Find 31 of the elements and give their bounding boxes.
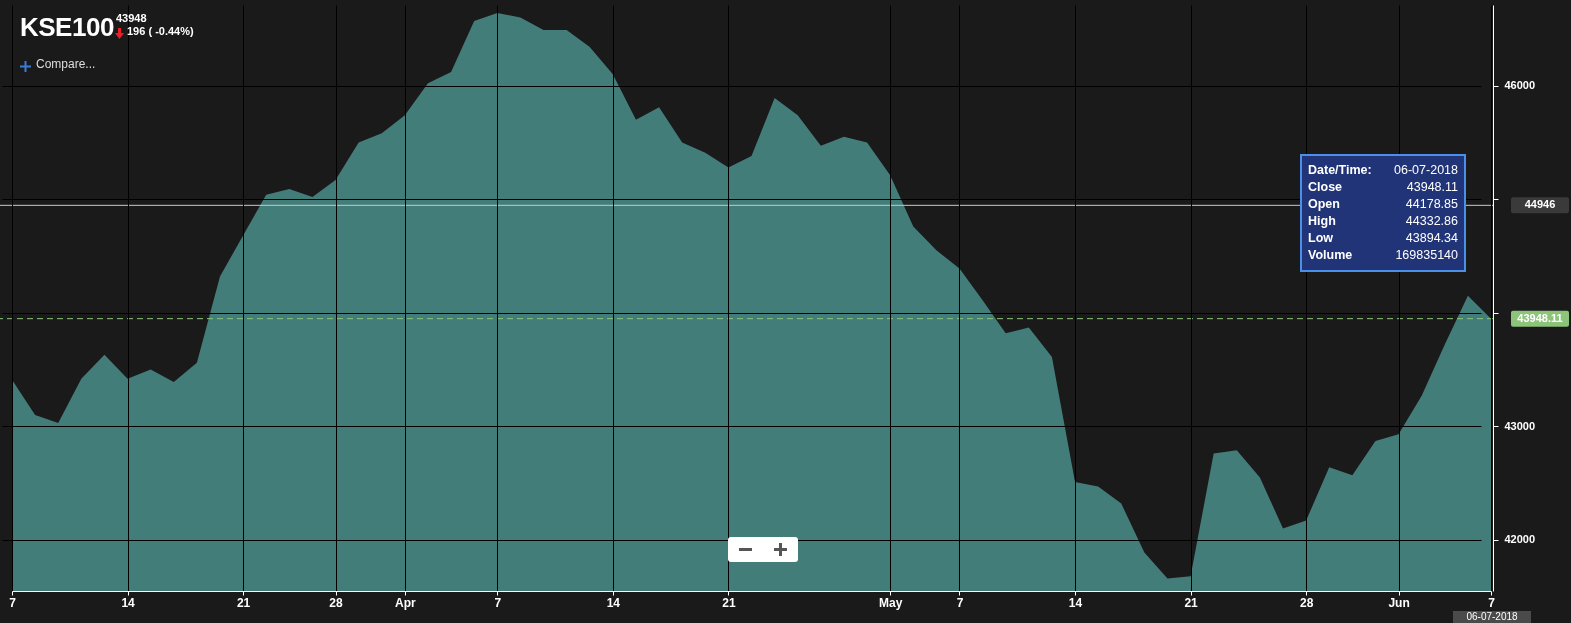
text: Volume 169835140 [1308, 248, 1458, 262]
y-tick-label: 43000 [1504, 419, 1536, 432]
x-tick-label: 7 [9, 595, 17, 610]
x-tick-label: 28 [1299, 595, 1314, 610]
chart-title: KSE100 [20, 12, 114, 43]
x-tick-label: 21 [236, 595, 251, 610]
text: 06-07-2018 [1453, 611, 1531, 623]
ref-line-label: 43948.11 [1517, 311, 1563, 324]
x-tick-label: 14 [1068, 595, 1083, 610]
x-tick-label: 14 [606, 595, 621, 610]
x-tick-label: Apr [395, 595, 417, 610]
text: Date/Time: 06-07-2018 [1308, 163, 1458, 177]
x-tick-label: 14 [121, 595, 136, 610]
annotation: Compare... [36, 57, 96, 71]
text: Low 43894.34 [1308, 231, 1458, 245]
x-tick-label: May [878, 595, 903, 610]
text: High 44332.86 [1308, 214, 1458, 228]
y-tick-label: 46000 [1504, 79, 1536, 92]
x-tick-label: 7 [494, 595, 502, 610]
annotation: 196 ( -0.44%) [127, 25, 194, 37]
x-tick-label: 7 [1488, 595, 1496, 610]
text: Open 44178.85 [1308, 197, 1458, 211]
ref-line-label: 44946 [1524, 198, 1556, 211]
x-tick-label: Jun [1388, 595, 1410, 610]
x-tick-label: 21 [1184, 595, 1199, 610]
x-tick-label: 28 [329, 595, 344, 610]
x-tick-label: 7 [956, 595, 964, 610]
text: Close 43948.11 [1308, 180, 1458, 194]
y-tick-label: 42000 [1504, 533, 1536, 546]
x-tick-label: 21 [722, 595, 736, 610]
annotation: 43948 [116, 12, 147, 24]
